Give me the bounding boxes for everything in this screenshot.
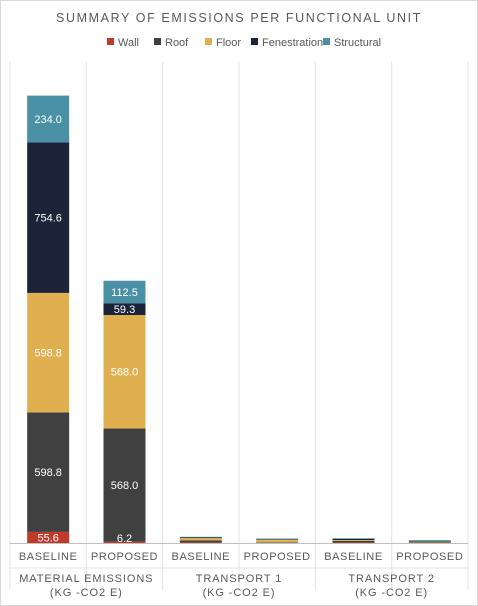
bar-segment-fenestration [332,538,375,541]
legend-swatch-fenestration [251,38,258,45]
legend-label-wall: Wall [118,37,139,49]
x-tick-label: BASELINE [324,551,383,563]
group-unit-label: (KG -CO2 E) [203,587,276,599]
bar-segment-roof [408,542,451,544]
bar-segment-structural [103,280,146,304]
bar-segment-floor [408,541,451,543]
legend-label-structural: Structural [334,37,381,49]
legend-swatch-wall [107,38,114,45]
legend-label-floor: Floor [216,37,241,49]
bar-segment-structural [408,540,451,542]
data-label: 112.5 [111,287,138,299]
data-label: 568.0 [111,367,139,379]
data-label: 568.0 [111,480,139,492]
x-axis: BASELINE PROPOSED BASELINE PROPOSED BASELINE… [10,543,468,599]
legend-label-roof: Roof [165,37,189,49]
bar-segment-fenestration [408,541,451,542]
data-label: 6.2 [117,533,132,545]
legend: Wall Roof Floor Fenestration Structural [107,37,381,49]
x-tick-label: BASELINE [172,551,231,563]
bar-segment-roof [256,542,299,543]
x-tick-label: PROPOSED [91,551,158,563]
bar-segment-floor [27,292,70,413]
group-unit-label: (KG -CO2 E) [355,587,428,599]
bar-segment-roof [332,541,375,543]
bar-segment-floor [179,538,222,541]
bar-segment-roof [103,428,146,542]
bar-segment-structural [256,538,299,540]
x-tick-label: BASELINE [19,551,78,563]
data-labels: 55.6 598.8 598.8 754.6 234.0 6.2 568.0 568.0 59.… [34,114,138,545]
legend-label-fenestration: Fenestration [262,37,323,49]
x-tick-label: PROPOSED [244,551,311,563]
bar-segment-structural [179,536,222,538]
group-label: TRANSPORT 1 [196,573,283,585]
bar-segment-floor [256,539,299,543]
group-unit-label: (KG -CO2 E) [50,587,123,599]
legend-swatch-floor [205,38,212,45]
group-label: TRANSPORT 2 [348,573,435,585]
bar-segment-wall [27,531,70,543]
data-label: 234.0 [34,114,62,126]
bar-segment-fenestration [179,537,222,539]
bars [27,95,451,544]
chart-title: SUMMARY OF EMISSIONS PER FUNCTIONAL UNIT [56,11,422,25]
bar-segment-structural [27,95,70,143]
bar-segment-structural [332,538,375,539]
x-tick-label: PROPOSED [396,551,463,563]
bar-segment-wall [332,542,375,544]
data-label: 59.3 [114,304,135,316]
data-label: 598.8 [34,467,62,479]
category-dividers [9,62,469,590]
bar-segment-roof [27,412,70,532]
legend-swatch-roof [154,38,161,45]
bar-segment-roof [179,540,222,543]
legend-swatch-structural [323,38,330,45]
bar-segment-wall [103,541,146,543]
bar-segment-fenestration [103,303,146,316]
bar-segment-floor [103,315,146,429]
data-label: 598.8 [34,348,62,360]
bar-segment-wall [179,542,222,543]
group-label: MATERIAL EMISSIONS [19,573,153,585]
data-label: 754.6 [34,213,62,225]
data-label: 55.6 [37,532,58,544]
bar-segment-fenestration [27,142,70,293]
bar-segment-floor [332,540,375,542]
bar-segment-fenestration [256,539,299,540]
